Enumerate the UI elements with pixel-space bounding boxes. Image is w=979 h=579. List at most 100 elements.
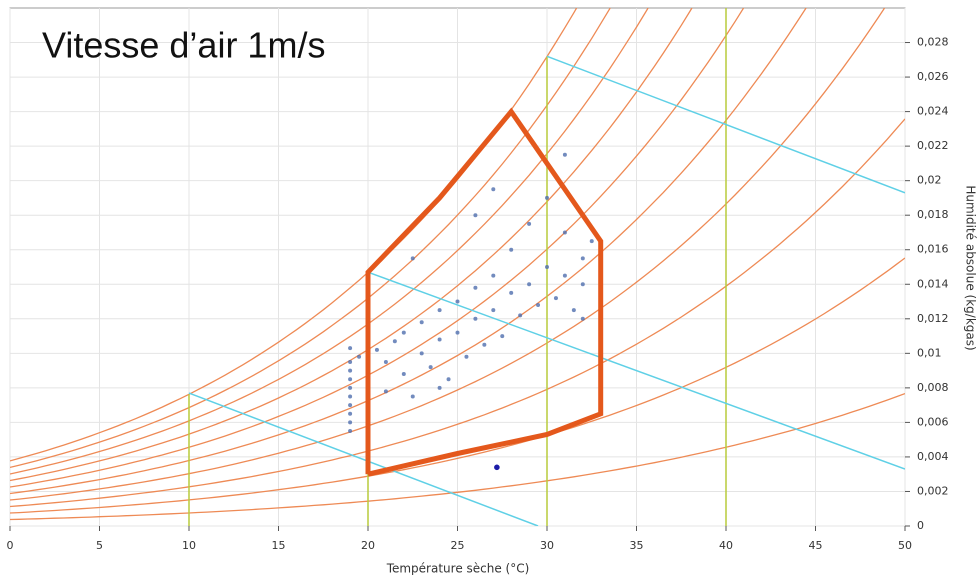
data-point <box>437 385 442 390</box>
data-point <box>580 316 585 321</box>
x-tick-label: 10 <box>182 539 196 552</box>
y-tick-label: 0,002 <box>917 484 949 497</box>
rh-curve <box>10 8 611 469</box>
rh-curve <box>10 8 693 482</box>
data-point <box>348 411 353 416</box>
x-tick-label: 20 <box>361 539 375 552</box>
data-point <box>553 296 558 301</box>
data-point <box>348 385 353 390</box>
rh-curve <box>10 257 905 514</box>
data-point <box>580 256 585 261</box>
data-point <box>509 290 514 295</box>
data-point <box>518 313 523 318</box>
data-point <box>494 464 500 471</box>
data-point <box>473 316 478 321</box>
rh-curve <box>10 118 905 508</box>
data-point <box>545 265 549 269</box>
data-point <box>392 339 397 344</box>
y-tick-label: 0,012 <box>917 312 949 325</box>
y-tick-label: 0,006 <box>917 415 949 428</box>
y-tick-label: 0,02 <box>917 174 942 187</box>
y-tick-label: 0,014 <box>917 277 949 290</box>
data-point <box>464 354 469 359</box>
data-point <box>348 429 353 434</box>
rh-curve <box>10 8 649 475</box>
x-tick-label: 25 <box>451 539 465 552</box>
x-axis-label: Température sèche (°C) <box>386 562 530 576</box>
data-point <box>410 394 415 399</box>
rh-curve <box>10 8 745 488</box>
data-point <box>500 334 505 339</box>
y-tick-label: 0,01 <box>917 346 942 359</box>
data-point <box>348 359 353 364</box>
x-tick-label: 35 <box>630 539 644 552</box>
overlay <box>9 42 910 531</box>
x-tick-label: 30 <box>540 539 554 552</box>
data-point <box>527 282 532 287</box>
data-point <box>348 420 353 425</box>
data-point <box>509 247 514 252</box>
data-point <box>562 152 567 157</box>
data-point <box>437 337 442 342</box>
enthalpy-line <box>546 55 905 194</box>
data-point <box>491 308 496 313</box>
data-point <box>491 273 496 278</box>
enthalpy-line <box>188 392 539 526</box>
data-point <box>580 282 585 287</box>
data-point <box>383 359 388 364</box>
x-tick-label: 45 <box>809 539 823 552</box>
data-point <box>562 273 567 278</box>
data-point <box>419 351 424 356</box>
curves <box>10 8 905 526</box>
y-tick-label: 0,004 <box>917 450 949 463</box>
y-tick-label: 0,008 <box>917 381 949 394</box>
data-point <box>348 377 353 382</box>
enthalpy-line <box>367 271 905 470</box>
y-tick-label: 0 <box>917 519 924 532</box>
y-tick-label: 0,024 <box>917 105 949 118</box>
x-tick-label: 40 <box>719 539 733 552</box>
data-point <box>545 195 549 200</box>
data-point <box>374 347 379 352</box>
data-point <box>348 403 353 408</box>
data-point <box>348 346 353 351</box>
data-point <box>401 330 406 335</box>
data-point <box>348 368 353 373</box>
data-point <box>527 221 532 226</box>
data-point <box>348 394 353 399</box>
annotation: Vitesse d’air 1m/s <box>42 25 325 66</box>
data-point <box>446 377 451 382</box>
y-tick-label: 0,018 <box>917 208 949 221</box>
data-point <box>437 308 442 313</box>
rh-curve <box>10 8 886 501</box>
rh-curve <box>10 392 905 521</box>
x-tick-label: 0 <box>7 539 14 552</box>
data-point <box>482 342 487 347</box>
comfort-zone <box>365 107 604 477</box>
y-tick-label: 0,028 <box>917 36 949 49</box>
data-point <box>455 299 460 304</box>
data-point <box>383 389 388 394</box>
data-point <box>419 320 424 325</box>
data-point <box>410 256 415 261</box>
y-tick-label: 0,022 <box>917 139 949 152</box>
data-point <box>571 308 576 313</box>
data-point <box>401 372 406 377</box>
x-tick-label: 50 <box>898 539 912 552</box>
x-tick-label: 5 <box>96 539 103 552</box>
data-point <box>357 354 362 359</box>
data-point <box>473 213 478 218</box>
data-point <box>473 285 478 290</box>
data-point <box>491 187 496 192</box>
data-point <box>428 365 433 370</box>
data-point <box>455 330 460 335</box>
data-point <box>562 230 567 235</box>
data-point <box>536 302 541 307</box>
y-axis-label: Humidité absolue (kg/kgas) <box>964 185 978 350</box>
x-tick-label: 15 <box>272 539 286 552</box>
data-point <box>589 239 594 244</box>
rh-curve <box>10 8 807 495</box>
y-tick-label: 0,026 <box>917 70 949 83</box>
y-tick-label: 0,016 <box>917 243 949 256</box>
